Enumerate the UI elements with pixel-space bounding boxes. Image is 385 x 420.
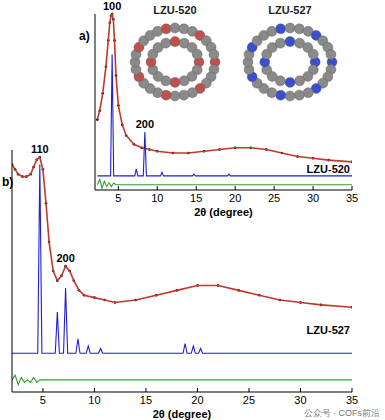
panel-label: a) (79, 29, 90, 43)
series-line (97, 179, 352, 188)
x-tick-label: 20 (191, 394, 203, 406)
x-tick (157, 186, 158, 190)
structure-atom (276, 24, 286, 34)
peak-label: 110 (31, 143, 49, 155)
watermark: 公众号 · COFs前沿 (304, 408, 381, 418)
structure-atom (308, 49, 318, 59)
structure-atom (267, 26, 277, 36)
x-tick-label: 25 (268, 192, 280, 204)
structure-atom (170, 77, 180, 87)
x-tick-label: 10 (88, 394, 100, 406)
x-tick-label: 20 (229, 192, 241, 204)
x-tick-label: 5 (115, 192, 121, 204)
structure-atom (170, 91, 180, 101)
x-tick (313, 186, 314, 190)
x-tick (352, 388, 353, 392)
x-tick-label: 15 (140, 394, 152, 406)
structure-atom (294, 90, 304, 100)
x-tick (145, 388, 146, 392)
structure-atom (179, 90, 189, 100)
x-tick (248, 388, 249, 392)
x-tick (352, 186, 353, 190)
structure-atom (161, 24, 171, 34)
structure-atom (209, 49, 219, 59)
panel: 5 10 15 20 25 30 35 2θ (degree) 100 200 a) LZU-520 (79, 0, 358, 218)
x-tick (196, 186, 197, 190)
structure-atom (170, 37, 180, 47)
panel-label: b) (2, 175, 13, 189)
series-line (12, 375, 352, 385)
inset-label: LZU-520 (153, 4, 196, 16)
panel: 5 10 15 20 25 30 35 2θ (degree) 110 200 b) LZU-527 (2, 143, 358, 420)
plot-area (12, 156, 352, 385)
x-tick-label: 30 (307, 192, 319, 204)
structure-atom (161, 38, 171, 48)
structure-atom (295, 76, 305, 86)
inset-label: LZU-527 (268, 4, 311, 16)
structure-atom (294, 24, 304, 34)
structure-atom (285, 91, 295, 101)
structure-atom (285, 37, 295, 47)
x-tick (300, 388, 301, 392)
x-axis-title: 2θ (degree) (153, 408, 212, 420)
structure-inset (243, 23, 337, 101)
structure-atom (276, 90, 286, 100)
series-line (12, 157, 352, 307)
x-tick (197, 388, 198, 392)
structure-atom (285, 23, 295, 33)
x-tick-label: 15 (190, 192, 202, 204)
sample-label: LZU-527 (307, 324, 350, 336)
structure-atom (326, 49, 336, 59)
x-tick (118, 186, 119, 190)
figure: LZU-520 LZU-527 5 10 15 20 25 30 35 2θ (degree) 10… (0, 0, 385, 420)
x-axis (12, 392, 352, 393)
plot-area (96, 13, 352, 189)
x-tick (94, 388, 95, 392)
series-line (12, 165, 352, 354)
x-tick-label: 25 (243, 394, 255, 406)
x-tick (274, 186, 275, 190)
structure-atom (275, 38, 285, 48)
x-axis-title: 2θ (degree) (194, 206, 253, 218)
structure-atom (285, 77, 295, 87)
x-tick-label: 30 (294, 394, 306, 406)
structure-atom (303, 88, 313, 98)
peak-label: 200 (56, 252, 74, 264)
x-tick-label: 5 (40, 394, 46, 406)
x-tick-label: 10 (151, 192, 163, 204)
peak-label: 100 (103, 0, 121, 12)
x-tick (235, 186, 236, 190)
x-tick-label: 35 (346, 192, 358, 204)
y-axis (95, 14, 96, 190)
structure-atom (179, 76, 189, 86)
peak-label: 200 (136, 118, 154, 130)
series-line (97, 54, 352, 175)
structure-atom (192, 49, 202, 59)
series-line (97, 14, 352, 162)
structure-atom (170, 23, 180, 33)
sample-label: LZU-520 (307, 163, 350, 175)
x-tick-label: 35 (346, 394, 358, 406)
structure-inset (130, 23, 220, 101)
x-tick (42, 388, 43, 392)
